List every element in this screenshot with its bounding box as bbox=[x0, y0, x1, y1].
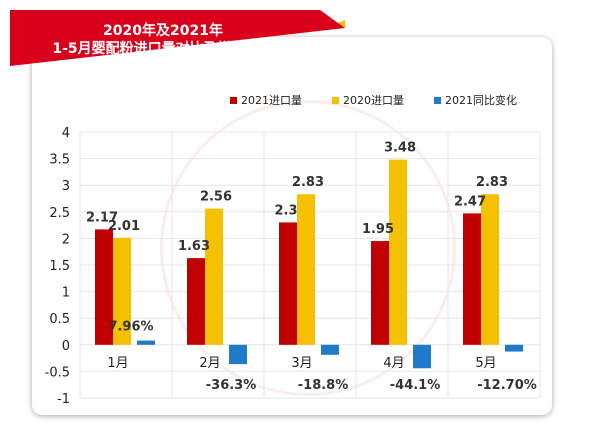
legend-item-2021: 2021进口量 bbox=[230, 92, 302, 108]
data-label-2020: 2.56 bbox=[200, 190, 232, 205]
watermark-logo bbox=[160, 100, 456, 396]
bar-yoy bbox=[229, 344, 247, 365]
banner-shape bbox=[10, 10, 345, 66]
category-label: 1月 bbox=[107, 356, 128, 371]
bar-2021 bbox=[463, 213, 481, 345]
legend-swatch-2021 bbox=[230, 96, 237, 104]
data-label-yoy: -44.1% bbox=[390, 378, 441, 393]
bar-2021 bbox=[95, 229, 113, 345]
data-label-yoy: 7.96% bbox=[108, 320, 153, 335]
data-label-2021: 2.47 bbox=[454, 194, 486, 209]
bar-yoy bbox=[321, 344, 339, 355]
bar-2021 bbox=[279, 222, 297, 345]
data-label-2020: 2.83 bbox=[292, 175, 324, 190]
y-tick-label: 0 bbox=[62, 339, 70, 354]
legend-label-2020: 2020进口量 bbox=[343, 94, 404, 107]
y-tick-label: -1 bbox=[57, 392, 70, 407]
data-label-2021: 1.63 bbox=[178, 239, 210, 254]
bar-2021 bbox=[187, 258, 205, 345]
legend-item-yoy: 2021同比变化 bbox=[434, 92, 517, 108]
data-label-2020: 2.01 bbox=[108, 219, 140, 234]
y-tick-label: 0.5 bbox=[49, 312, 70, 327]
category-label: 4月 bbox=[383, 356, 404, 371]
y-tick-label: 2.5 bbox=[49, 206, 70, 221]
banner-red-shape bbox=[10, 10, 345, 66]
y-tick-label: 3 bbox=[62, 179, 70, 194]
bar-yoy bbox=[505, 344, 523, 352]
category-label: 5月 bbox=[475, 356, 496, 371]
y-tick-label: 1 bbox=[62, 286, 70, 301]
legend-swatch-yoy bbox=[434, 96, 441, 104]
legend-swatch-2020 bbox=[332, 96, 339, 104]
bar-2020 bbox=[389, 159, 407, 345]
bar-yoy bbox=[413, 344, 431, 369]
y-tick-label: 2 bbox=[62, 232, 70, 247]
y-tick-label: 3.5 bbox=[49, 153, 70, 168]
bar-2020 bbox=[205, 208, 223, 345]
bar-yoy bbox=[137, 340, 155, 345]
category-label: 3月 bbox=[291, 356, 312, 371]
title-line-1: 2020年及2021年 bbox=[103, 23, 223, 39]
data-label-2021: 2.17 bbox=[86, 210, 118, 225]
data-label-yoy: -12.70% bbox=[477, 378, 537, 393]
bar-2020 bbox=[297, 194, 315, 345]
data-label-2020: 3.48 bbox=[384, 141, 416, 156]
bar-2020 bbox=[481, 194, 499, 345]
title-line-2: 1-5月婴配粉进口量对比及增速情况 bbox=[52, 41, 274, 57]
data-label-yoy: -36.3% bbox=[206, 378, 257, 393]
data-label-yoy: -18.8% bbox=[298, 378, 349, 393]
y-tick-label: 4 bbox=[62, 126, 70, 141]
category-label: 2月 bbox=[199, 356, 220, 371]
title-banner: 2020年及2021年 1-5月婴配粉进口量对比及增速情况 bbox=[0, 0, 600, 80]
legend-item-2020: 2020进口量 bbox=[332, 92, 404, 108]
legend-label-2021: 2021进口量 bbox=[241, 94, 302, 107]
chart-title: 2020年及2021年 1-5月婴配粉进口量对比及增速情况 bbox=[18, 22, 308, 58]
data-label-2020: 2.83 bbox=[476, 175, 508, 190]
data-label-2021: 1.95 bbox=[362, 222, 394, 237]
bar-2020 bbox=[113, 237, 131, 345]
y-tick-label: -0.5 bbox=[45, 365, 70, 380]
legend-label-yoy: 2021同比变化 bbox=[445, 94, 517, 107]
bar-2021 bbox=[371, 241, 389, 345]
y-tick-label: 1.5 bbox=[49, 259, 70, 274]
data-label-2021: 2.3 bbox=[274, 203, 297, 218]
